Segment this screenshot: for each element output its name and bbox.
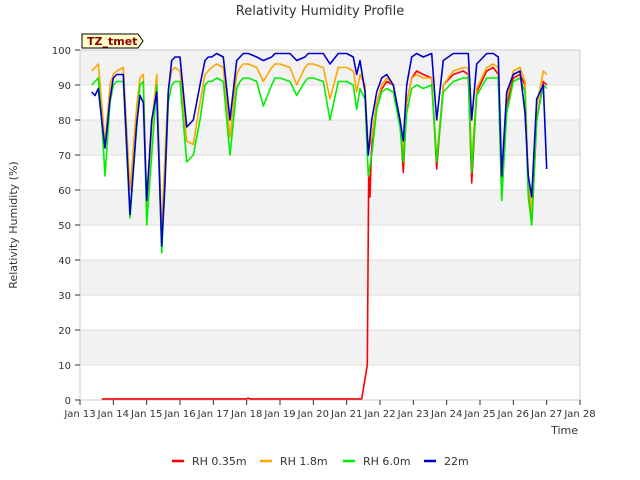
x-tick-label: Jan 28 bbox=[563, 409, 595, 420]
x-tick-label: Jan 24 bbox=[430, 409, 462, 420]
legend-label-3: RH 6.0m bbox=[363, 455, 411, 468]
y-tick-label: 0 bbox=[65, 396, 71, 407]
station-tag-label: TZ_tmet bbox=[87, 35, 137, 48]
y-axis-label: Relativity Humidity (%) bbox=[7, 161, 20, 288]
y-tick-label: 50 bbox=[58, 221, 71, 232]
series-line-3 bbox=[91, 77, 548, 254]
x-tick-label: Jan 19 bbox=[263, 409, 295, 420]
series-line-4 bbox=[91, 52, 548, 247]
y-tick-label: 40 bbox=[58, 256, 71, 267]
legend-label-2: RH 1.8m bbox=[280, 455, 328, 468]
legend-label-1: RH 0.35m bbox=[192, 455, 247, 468]
y-tick-label: 60 bbox=[58, 186, 71, 197]
x-tick-label: Jan 18 bbox=[230, 409, 262, 420]
y-tick-label: 100 bbox=[52, 46, 71, 57]
plot-area bbox=[79, 49, 581, 401]
x-axis-label: Time bbox=[550, 424, 578, 437]
grid-band bbox=[80, 50, 580, 85]
x-axis-ticks: Jan 13 Jan 14 Jan 15 Jan 16 Jan 17 Jan 18 Jan … bbox=[63, 400, 596, 420]
y-axis-ticks: 0 10 20 30 40 50 60 70 80 90 100 bbox=[52, 46, 80, 407]
y-tick-label: 20 bbox=[58, 326, 71, 337]
x-tick-label: Jan 17 bbox=[197, 409, 229, 420]
grid-bands bbox=[80, 50, 580, 365]
x-tick-label: Jan 20 bbox=[297, 409, 329, 420]
x-tick-label: Jan 13 bbox=[63, 409, 95, 420]
x-tick-label: Jan 26 bbox=[497, 409, 529, 420]
grid-band bbox=[80, 330, 580, 365]
y-tick-label: 10 bbox=[58, 361, 71, 372]
grid-band bbox=[80, 190, 580, 225]
grid-band bbox=[80, 120, 580, 155]
legend-label-4: 22m bbox=[444, 455, 469, 468]
chart-title: Relativity Humidity Profile bbox=[236, 4, 404, 19]
y-tick-label: 70 bbox=[58, 151, 71, 162]
x-tick-label: Jan 23 bbox=[397, 409, 429, 420]
station-tag-box bbox=[81, 33, 144, 49]
grid-band bbox=[80, 260, 580, 295]
x-tick-label: Jan 16 bbox=[163, 409, 195, 420]
x-tick-label: Jan 22 bbox=[363, 409, 395, 420]
x-tick-label: Jan 27 bbox=[530, 409, 562, 420]
legend: RH 0.35m RH 1.8m RH 6.0m 22m bbox=[172, 455, 469, 468]
x-tick-label: Jan 21 bbox=[330, 409, 362, 420]
x-tick-label: Jan 25 bbox=[463, 409, 495, 420]
x-tick-label: Jan 14 bbox=[97, 409, 129, 420]
station-tag: TZ_tmet bbox=[81, 33, 144, 49]
x-tick-label: Jan 15 bbox=[130, 409, 162, 420]
y-tick-label: 30 bbox=[58, 291, 71, 302]
y-tick-label: 80 bbox=[58, 116, 71, 127]
series-lines bbox=[91, 52, 548, 400]
y-tick-label: 90 bbox=[58, 81, 71, 92]
